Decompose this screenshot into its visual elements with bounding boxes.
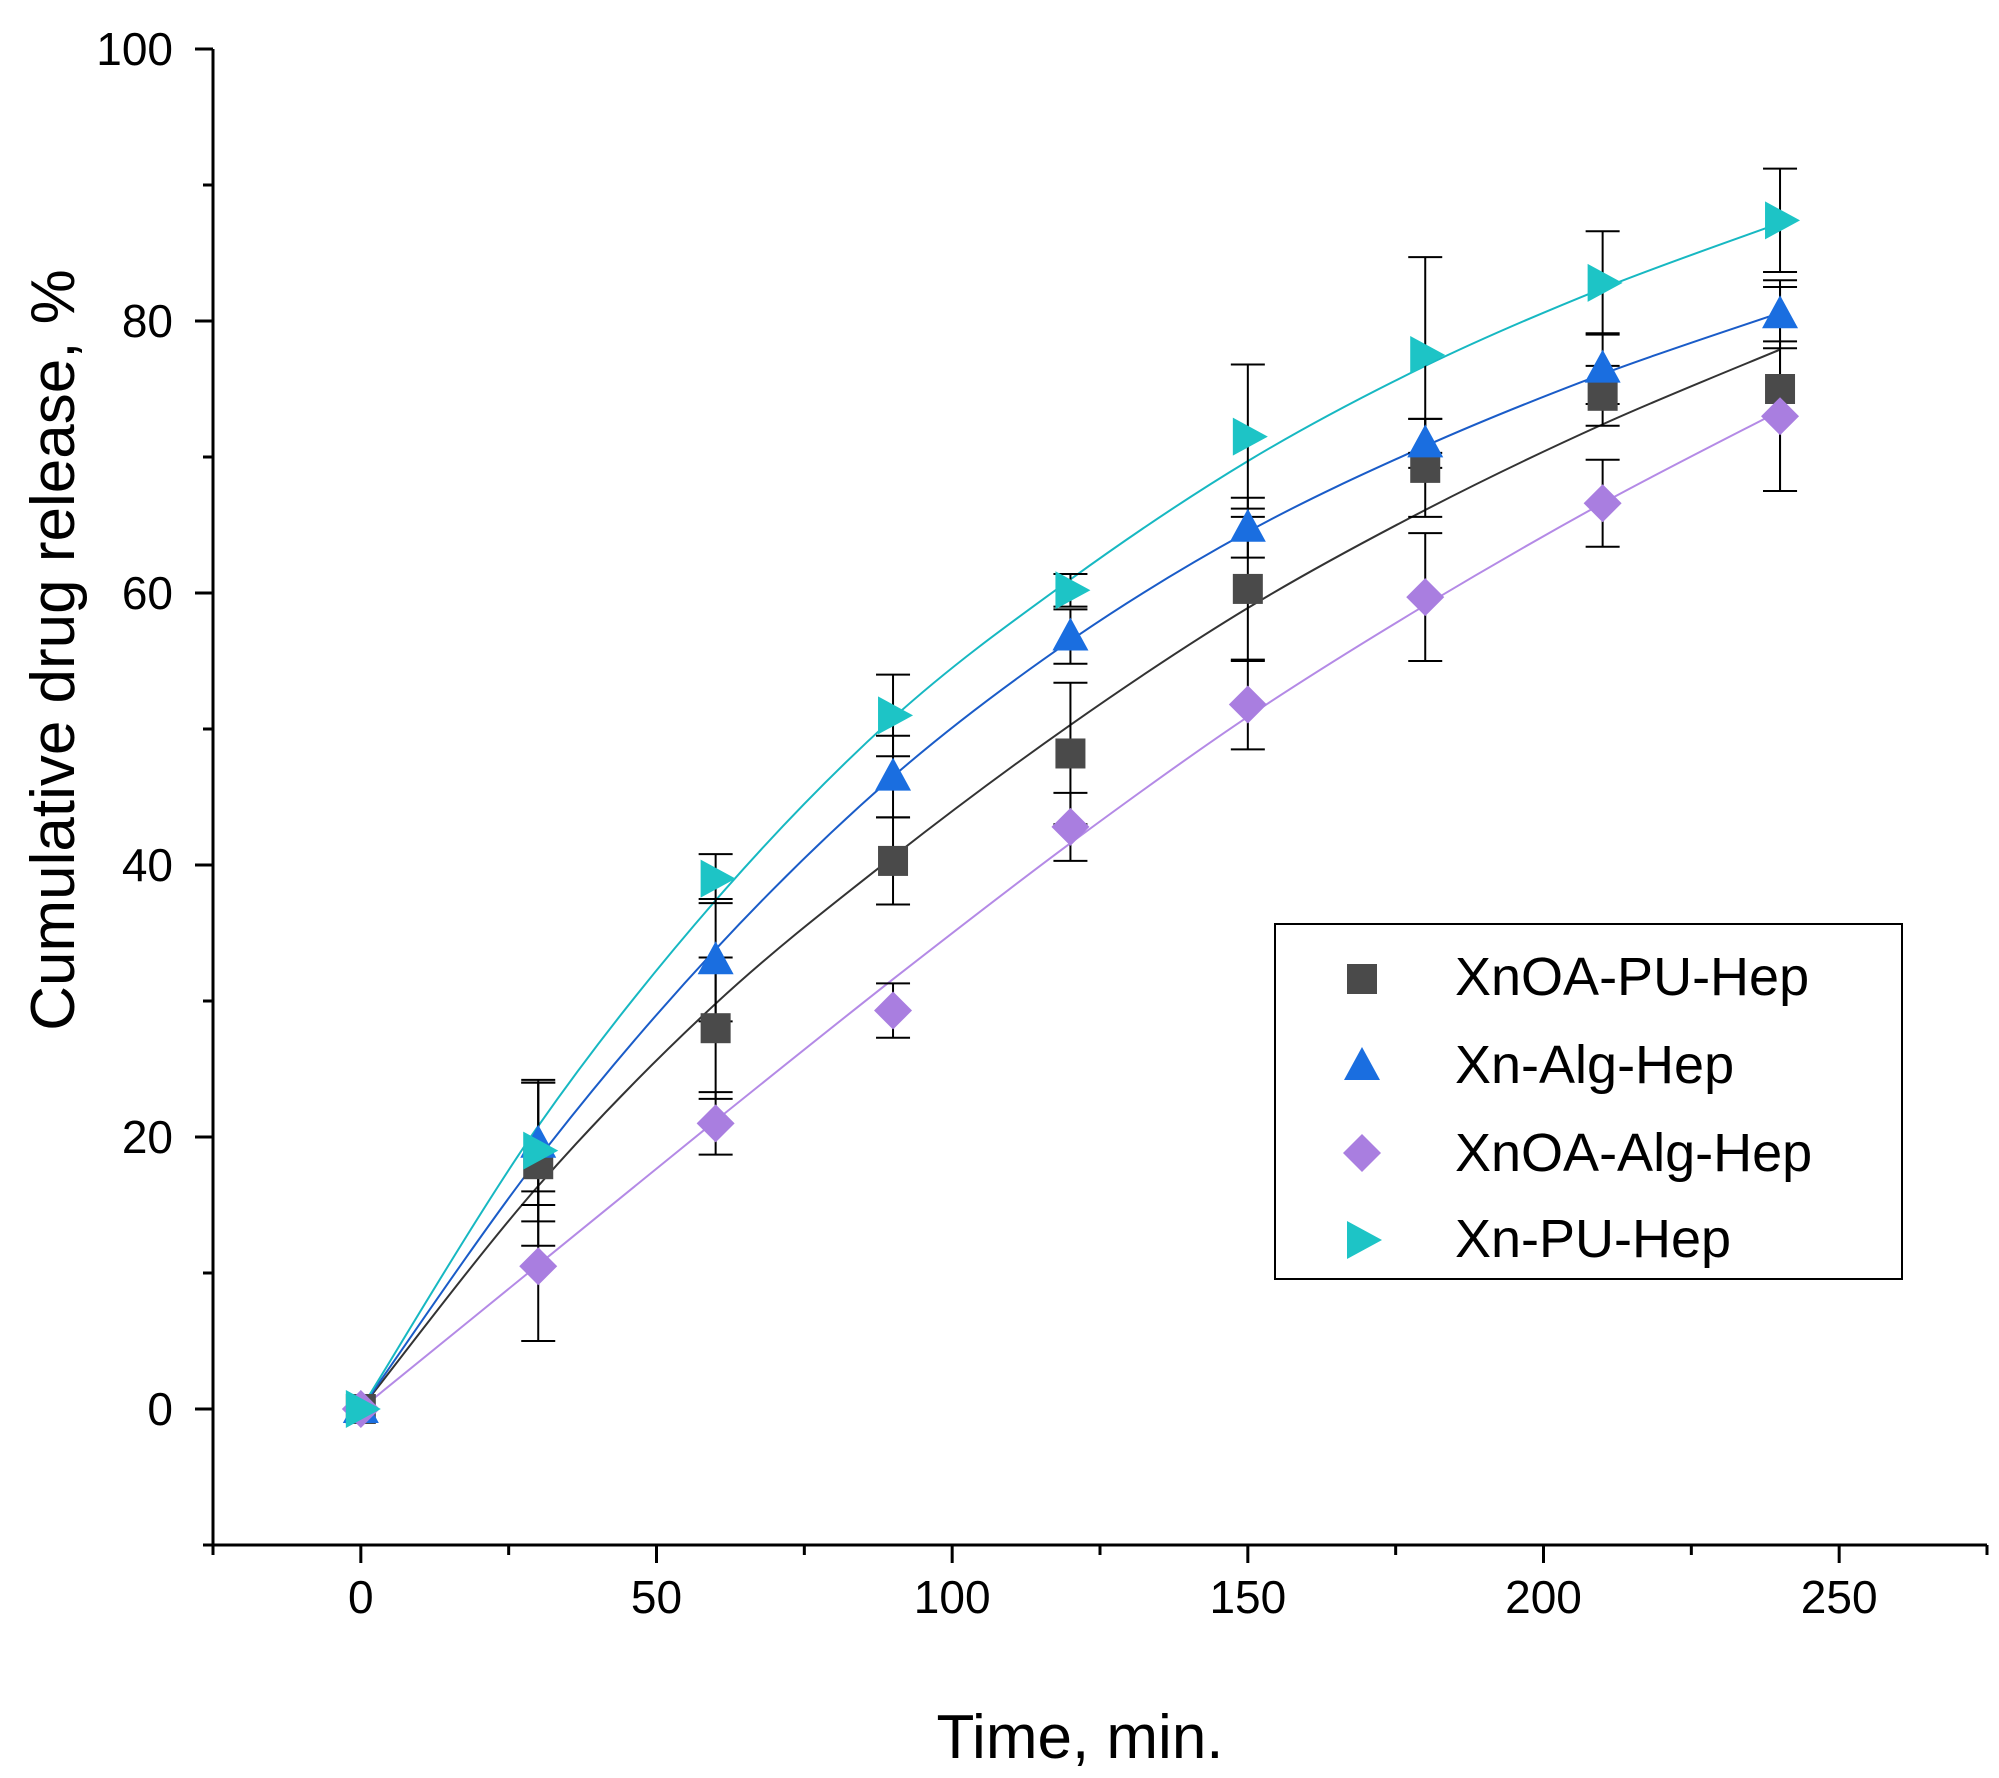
- point-xnoa-alg-hep: [1406, 578, 1445, 617]
- legend-marker-xnoa-pu-hep: [1347, 964, 1377, 994]
- point-xnoa-alg-hep: [874, 991, 913, 1030]
- legend-label-xnoa-alg-hep: XnOA-Alg-Hep: [1455, 1123, 1812, 1183]
- point-xn-pu-hep: [345, 1390, 381, 1428]
- y-axis-title: Cumulative drug release, %: [19, 269, 88, 1031]
- y-tick-label: 0: [147, 1383, 173, 1435]
- fit-curves: [359, 222, 1781, 1410]
- point-xn-pu-hep: [1410, 336, 1446, 374]
- legend: XnOA-PU-Hep Xn-Alg-Hep XnOA-Alg-Hep Xn-P…: [1274, 923, 1903, 1280]
- point-xnoa-alg-hep: [519, 1247, 558, 1286]
- point-xnoa-alg-hep: [1051, 807, 1090, 846]
- y-tick-label: 60: [122, 567, 173, 619]
- y-tick-label: 80: [122, 295, 173, 347]
- x-tick-label: 150: [1209, 1571, 1286, 1623]
- point-xn-alg-hep: [875, 757, 912, 791]
- point-xnoa-pu-hep: [878, 845, 909, 876]
- legend-label-xn-pu-hep: Xn-PU-Hep: [1455, 1209, 1731, 1269]
- point-xn-pu-hep: [1765, 201, 1801, 240]
- point-xn-alg-hep: [1762, 295, 1799, 329]
- point-xn-alg-hep: [1407, 424, 1444, 458]
- x-tick-label: 250: [1801, 1571, 1878, 1623]
- point-xnoa-pu-hep: [1587, 380, 1618, 411]
- point-xnoa-alg-hep: [1583, 484, 1622, 523]
- y-tick-label: 40: [122, 839, 173, 891]
- point-xn-pu-hep: [1055, 571, 1091, 610]
- fit-curve-xn-alg-hep: [359, 311, 1781, 1410]
- point-xnoa-pu-hep: [1232, 573, 1263, 604]
- point-xnoa-pu-hep: [1055, 738, 1086, 769]
- point-xnoa-pu-hep: [700, 1013, 731, 1044]
- point-xnoa-alg-hep: [1761, 397, 1800, 436]
- legend-label-xnoa-pu-hep: XnOA-PU-Hep: [1455, 947, 1809, 1007]
- axes: 0 50 100 150 200 250 0 20 40 60 80 100: [96, 23, 1989, 1623]
- x-tick-label: 0: [348, 1571, 374, 1623]
- point-xn-pu-hep: [523, 1131, 559, 1170]
- x-axis-title: Time, min.: [936, 1703, 1223, 1772]
- x-tick-label: 200: [1505, 1571, 1582, 1623]
- data-points: [341, 201, 1801, 1428]
- legend-box: [1274, 923, 1903, 1280]
- point-xn-pu-hep: [1232, 417, 1268, 456]
- point-xn-alg-hep: [697, 941, 734, 975]
- y-tick-label: 20: [122, 1111, 173, 1163]
- point-xn-alg-hep: [1229, 508, 1266, 542]
- point-xnoa-alg-hep: [696, 1104, 735, 1143]
- point-xnoa-pu-hep: [1410, 452, 1441, 483]
- legend-marker-xn-pu-hep: [1347, 1221, 1382, 1259]
- x-tick-label: 100: [914, 1571, 991, 1623]
- legend-marker-xnoa-alg-hep: [1343, 1134, 1381, 1172]
- x-tick-label: 50: [631, 1571, 682, 1623]
- point-xn-alg-hep: [1052, 617, 1089, 651]
- point-xnoa-alg-hep: [1228, 685, 1267, 724]
- legend-marker-xn-alg-hep: [1344, 1047, 1380, 1080]
- fit-curve-xn-pu-hep: [359, 222, 1781, 1410]
- y-tick-label: 100: [96, 23, 173, 75]
- point-xn-pu-hep: [878, 696, 914, 735]
- legend-markers: [1343, 964, 1382, 1259]
- fit-curve-xnoa-alg-hep: [360, 409, 1781, 1410]
- fit-curve-xnoa-pu-hep: [360, 348, 1781, 1410]
- point-xn-pu-hep: [700, 859, 736, 898]
- point-xn-pu-hep: [1587, 263, 1623, 302]
- point-xn-alg-hep: [1584, 349, 1621, 383]
- legend-label-xn-alg-hep: Xn-Alg-Hep: [1455, 1035, 1734, 1095]
